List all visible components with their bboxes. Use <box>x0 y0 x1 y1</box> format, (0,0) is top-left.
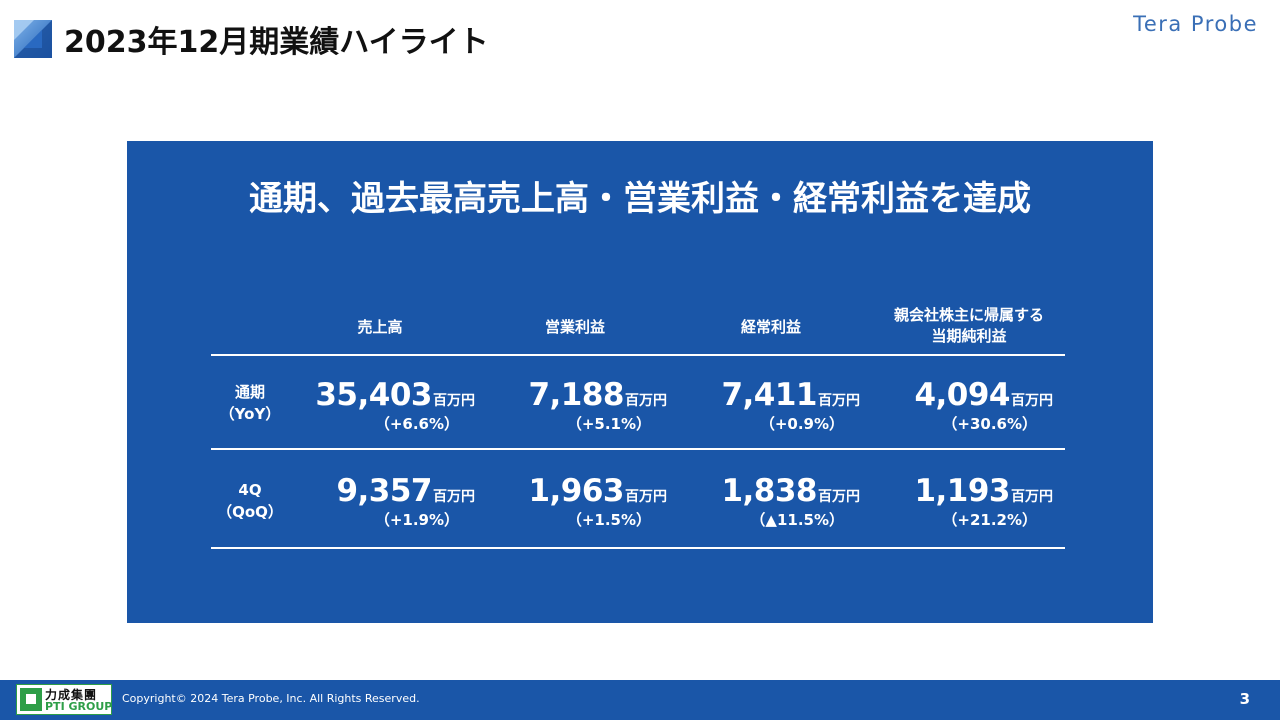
row-label-full-year: 通期 （YoY） <box>205 381 295 425</box>
change-rate: （+1.9%） <box>374 511 459 529</box>
change-rate: （▲11.5%） <box>750 511 844 529</box>
value: 9,357 <box>336 473 432 509</box>
cell-full-year-operating-income: 7,188百万円 （+5.1%） <box>489 377 667 437</box>
change-rate: （+30.6%） <box>942 415 1037 433</box>
unit: 百万円 <box>625 393 667 409</box>
value: 7,411 <box>721 377 817 413</box>
unit: 百万円 <box>1011 489 1053 505</box>
headline: 通期、過去最高売上高・営業利益・経常利益を達成 <box>249 179 1031 219</box>
column-header-line: 経常利益 <box>740 318 801 336</box>
cell-4q-operating-income: 1,963百万円 （+1.5%） <box>489 473 667 533</box>
pti-group-logo: 力成集團 PTI GROUP <box>16 684 112 715</box>
change-rate: （+1.5%） <box>566 511 651 529</box>
pti-mark-icon <box>20 688 42 711</box>
unit: 百万円 <box>1011 393 1053 409</box>
column-header-operating-income: 営業利益 <box>525 317 625 338</box>
change-rate: （+0.9%） <box>759 415 844 433</box>
row-label-sub: （YoY） <box>219 405 281 423</box>
tera-probe-logo: Tera Probe <box>1133 12 1258 36</box>
row-label-4q: 4Q （QoQ） <box>205 479 295 523</box>
page-number: 3 <box>1239 690 1250 708</box>
title-square-icon <box>14 20 52 58</box>
cell-full-year-net-income: 4,094百万円 （+30.6%） <box>875 377 1053 437</box>
value: 1,838 <box>721 473 817 509</box>
pti-logo-chinese: 力成集團 <box>45 688 98 702</box>
page-title: 2023年12月期業績ハイライト <box>64 25 489 60</box>
value: 7,188 <box>528 377 624 413</box>
cell-full-year-ordinary-income: 7,411百万円 （+0.9%） <box>682 377 860 437</box>
cell-full-year-net-sales: 35,403百万円 （+6.6%） <box>297 377 475 437</box>
value: 1,193 <box>914 473 1010 509</box>
unit: 百万円 <box>625 489 667 505</box>
unit: 百万円 <box>818 393 860 409</box>
column-header-line: 親会社株主に帰属する <box>893 306 1044 324</box>
column-header-line: 売上高 <box>357 318 403 336</box>
column-header-net-sales: 売上高 <box>330 317 430 338</box>
value: 1,963 <box>528 473 624 509</box>
row-label-main: 通期 <box>234 383 265 401</box>
row-label-sub: （QoQ） <box>217 503 283 521</box>
value: 4,094 <box>914 377 1010 413</box>
unit: 百万円 <box>818 489 860 505</box>
column-header-line: 当期純利益 <box>931 327 1007 345</box>
row-label-main: 4Q <box>238 481 262 499</box>
table-rule-top <box>211 354 1065 356</box>
cell-4q-ordinary-income: 1,838百万円 （▲11.5%） <box>682 473 860 533</box>
cell-4q-net-sales: 9,357百万円 （+1.9%） <box>297 473 475 533</box>
pti-logo-english: PTI GROUP <box>45 700 113 713</box>
change-rate: （+6.6%） <box>374 415 459 433</box>
table-rule-middle <box>211 448 1065 450</box>
change-rate: （+21.2%） <box>942 511 1037 529</box>
unit: 百万円 <box>433 393 475 409</box>
highlight-panel: 通期、過去最高売上高・営業利益・経常利益を達成 売上高 営業利益 経常利益 親会… <box>127 141 1153 623</box>
column-header-line: 営業利益 <box>544 318 605 336</box>
table-rule-bottom <box>211 547 1065 549</box>
column-header-net-income: 親会社株主に帰属する 当期純利益 <box>879 305 1059 347</box>
footer: 力成集團 PTI GROUP Copyright© 2024 Tera Prob… <box>0 680 1280 720</box>
unit: 百万円 <box>433 489 475 505</box>
change-rate: （+5.1%） <box>566 415 651 433</box>
value: 35,403 <box>315 377 432 413</box>
copyright: Copyright© 2024 Tera Probe, Inc. All Rig… <box>122 692 420 705</box>
column-header-ordinary-income: 経常利益 <box>721 317 821 338</box>
cell-4q-net-income: 1,193百万円 （+21.2%） <box>875 473 1053 533</box>
